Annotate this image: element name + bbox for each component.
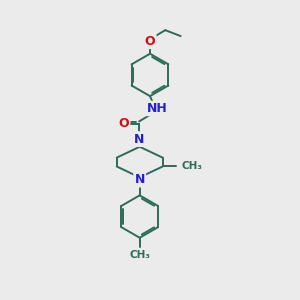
Text: O: O [118, 117, 129, 130]
Text: N: N [134, 133, 144, 146]
Text: N: N [134, 173, 145, 186]
Text: CH₃: CH₃ [129, 250, 150, 260]
Text: N: N [134, 133, 144, 146]
Text: NH: NH [146, 102, 167, 115]
Text: O: O [145, 35, 155, 48]
Text: CH₃: CH₃ [181, 161, 202, 172]
